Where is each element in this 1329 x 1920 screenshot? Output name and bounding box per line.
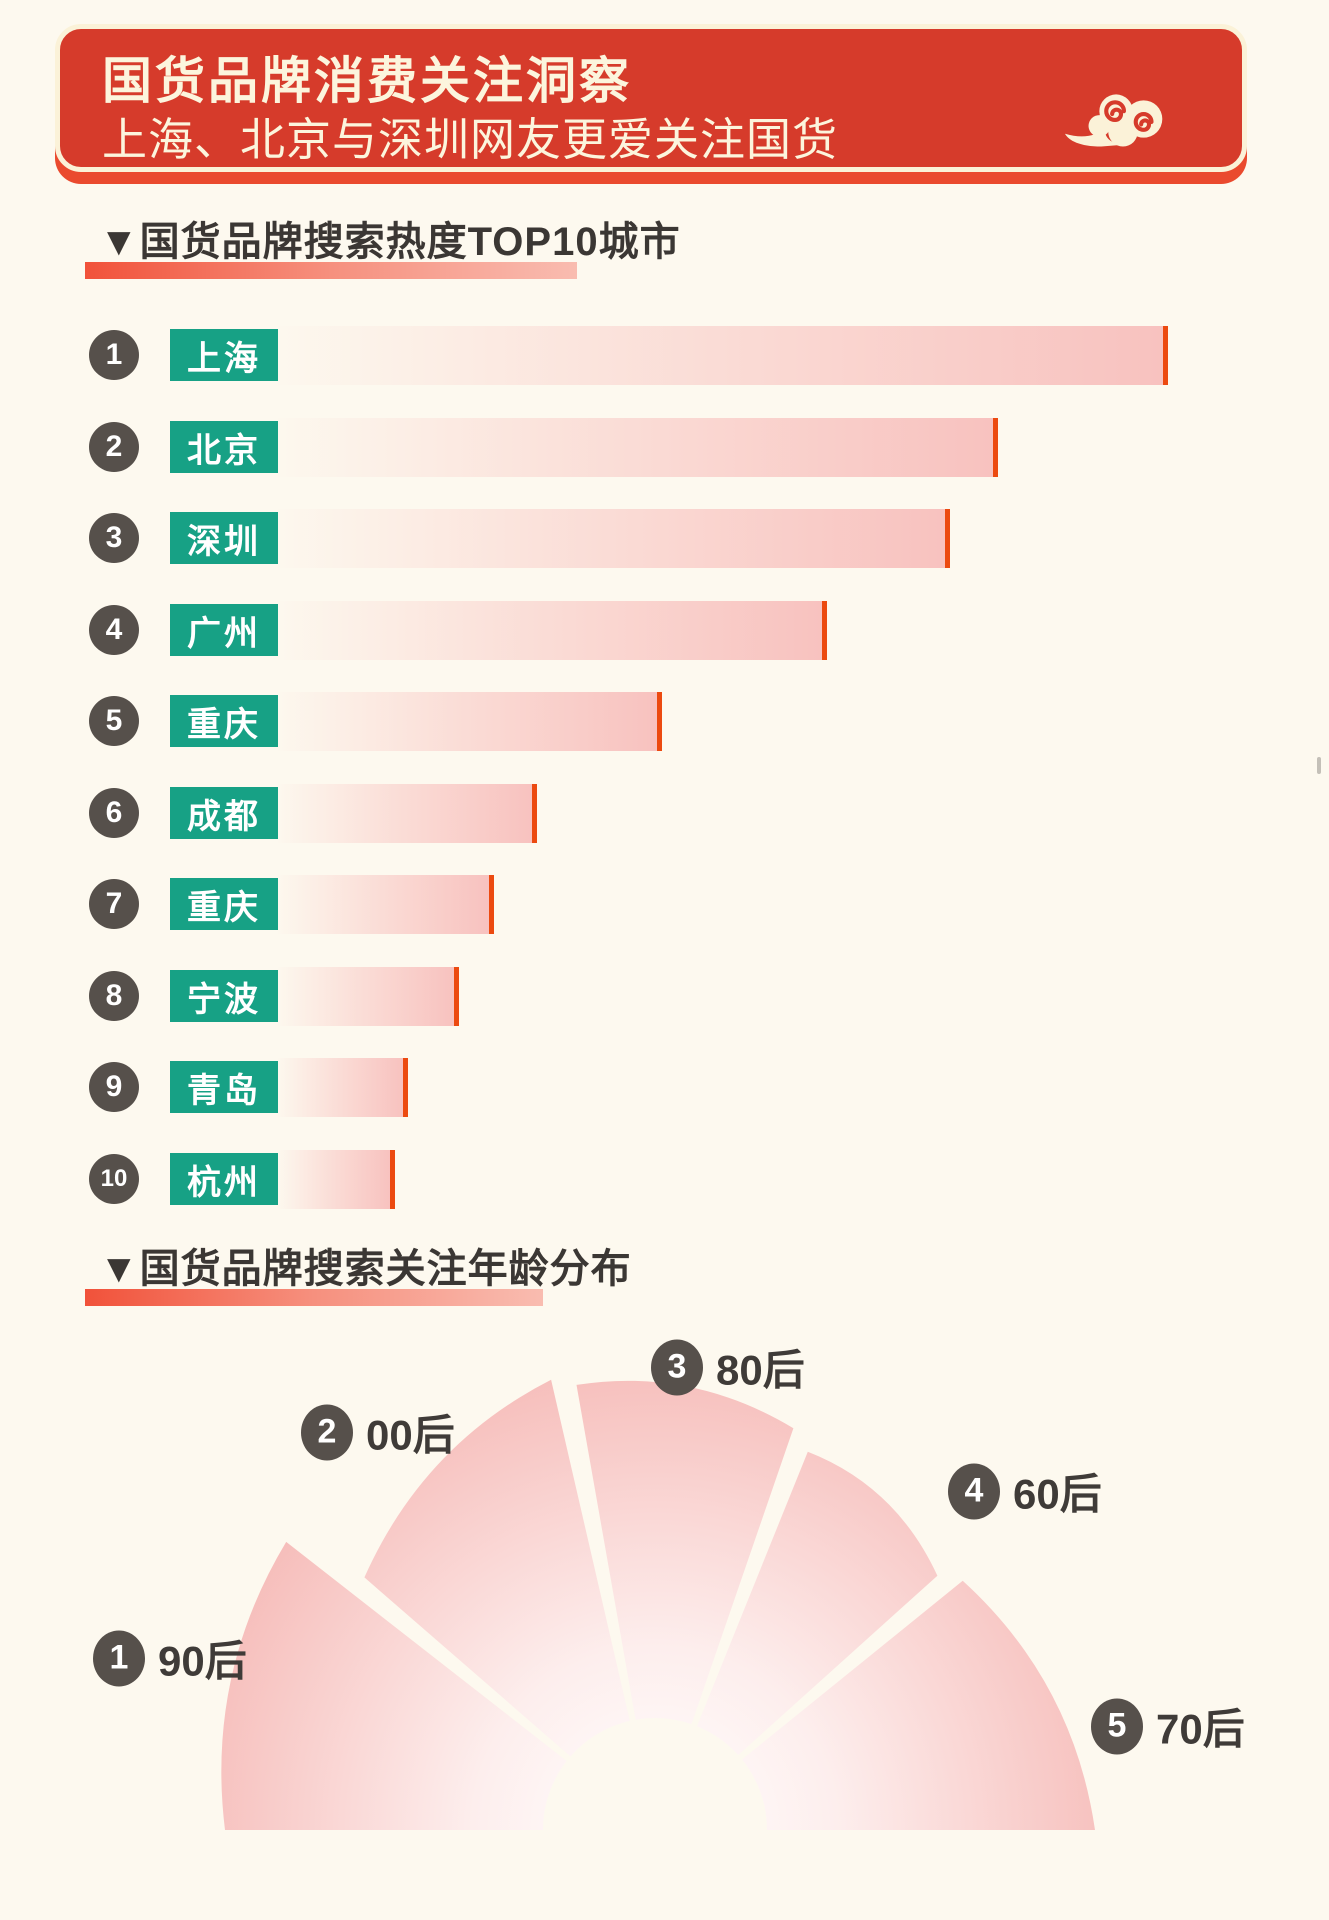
heat-bar — [278, 784, 537, 843]
ranking-row: 8 宁波 — [0, 967, 1329, 1026]
ranking-row: 2 北京 — [0, 418, 1329, 477]
heat-bar — [278, 875, 494, 934]
rank-number: 4 — [105, 613, 123, 646]
ranking-row: 4 广州 — [0, 601, 1329, 660]
fan-label-90后: 1 90后 — [93, 1628, 247, 1689]
age-group-label: 60后 — [1013, 1470, 1102, 1518]
heat-bar — [278, 418, 998, 477]
rank-badge: 6 — [89, 788, 139, 838]
section-title-text: ▼国货品牌搜索关注年龄分布 — [99, 1247, 632, 1291]
ranking-row: 3 深圳 — [0, 509, 1329, 568]
rank-badge: 3 — [89, 513, 139, 563]
fan-label-80后: 3 80后 — [651, 1337, 805, 1398]
city-label: 成都 — [170, 787, 278, 839]
city-label: 重庆 — [170, 695, 278, 747]
rank-badge: 1 — [89, 330, 139, 380]
heat-bar — [278, 967, 459, 1026]
age-group-label: 70后 — [1156, 1705, 1245, 1753]
city-ranking-rows: 1 上海 2 北京 3 深圳 4 广州 5 重庆 — [0, 326, 1329, 1210]
section-title-age-distribution: ▼国货品牌搜索关注年龄分布 — [85, 1246, 632, 1306]
fan-label-70后: 5 70后 — [1091, 1696, 1245, 1757]
rank-badge: 4 — [948, 1463, 1000, 1519]
rank-number: 7 — [105, 887, 123, 920]
heat-bar — [278, 601, 827, 660]
rank-badge: 5 — [1091, 1698, 1143, 1754]
city-label: 深圳 — [170, 512, 278, 564]
rank-badge: 2 — [89, 422, 139, 472]
fan-wedge-70后 — [742, 1580, 1095, 1830]
title-underline — [85, 262, 577, 279]
fan-wedge-00后 — [364, 1379, 630, 1757]
city-label: 广州 — [170, 604, 278, 656]
ranking-row: 6 成都 — [0, 784, 1329, 843]
fan-label-00后: 2 00后 — [301, 1402, 455, 1463]
city-label: 宁波 — [170, 970, 278, 1022]
rank-number: 8 — [105, 979, 123, 1012]
ranking-row: 10 杭州 — [0, 1150, 1329, 1209]
rank-badge: 8 — [89, 971, 139, 1021]
rank-badge: 9 — [89, 1062, 139, 1112]
city-label: 上海 — [170, 329, 278, 381]
age-fan-svg — [221, 1379, 1095, 1830]
auspicious-cloud-icon — [1064, 94, 1163, 147]
heat-bar — [278, 1058, 408, 1117]
rank-badge: 5 — [89, 696, 139, 746]
ranking-row: 9 青岛 — [0, 1058, 1329, 1117]
page-subtitle: 上海、北京与深圳网友更爱关注国货 — [102, 114, 839, 165]
rank-badge: 4 — [89, 605, 139, 655]
age-group-label: 00后 — [366, 1411, 455, 1459]
heat-bar — [278, 1150, 395, 1209]
rank-number: 6 — [105, 796, 123, 829]
header-banner: 国货品牌消费关注洞察 上海、北京与深圳网友更爱关注国货 — [55, 24, 1247, 172]
city-label: 杭州 — [170, 1153, 278, 1205]
rank-number: 10 — [100, 1165, 128, 1192]
ranking-row: 1 上海 — [0, 326, 1329, 385]
scrollbar-artifact — [1317, 757, 1321, 774]
rank-badge: 3 — [651, 1339, 703, 1395]
fan-wedge-60后 — [697, 1451, 938, 1756]
fan-wedges — [221, 1379, 1095, 1830]
heat-bar — [278, 509, 950, 568]
age-group-label: 90后 — [158, 1637, 247, 1685]
title-underline — [85, 1289, 543, 1306]
city-label: 青岛 — [170, 1061, 278, 1113]
age-group-label: 80后 — [716, 1346, 805, 1394]
fan-label-60后: 4 60后 — [948, 1461, 1102, 1522]
rank-number: 3 — [105, 521, 123, 554]
fan-wedge-90后 — [221, 1541, 567, 1830]
page-title: 国货品牌消费关注洞察 — [102, 53, 632, 109]
rank-badge: 7 — [89, 879, 139, 929]
heat-bar — [278, 692, 662, 751]
city-label: 北京 — [170, 421, 278, 473]
section-title-city-ranking: ▼国货品牌搜索热度TOP10城市 — [85, 219, 681, 279]
rank-number: 1 — [105, 338, 123, 371]
ranking-row: 7 重庆 — [0, 875, 1329, 934]
rank-badge: 10 — [89, 1154, 139, 1204]
city-label: 重庆 — [170, 878, 278, 930]
rank-number: 9 — [105, 1070, 123, 1103]
ranking-row: 5 重庆 — [0, 692, 1329, 751]
rank-number: 5 — [105, 704, 123, 737]
rank-number: 2 — [105, 430, 123, 463]
heat-bar — [278, 326, 1168, 385]
rank-badge: 2 — [301, 1404, 353, 1460]
rank-badge: 1 — [93, 1630, 145, 1686]
section-title-text: ▼国货品牌搜索热度TOP10城市 — [99, 220, 681, 264]
fan-wedge-80后 — [576, 1380, 794, 1725]
